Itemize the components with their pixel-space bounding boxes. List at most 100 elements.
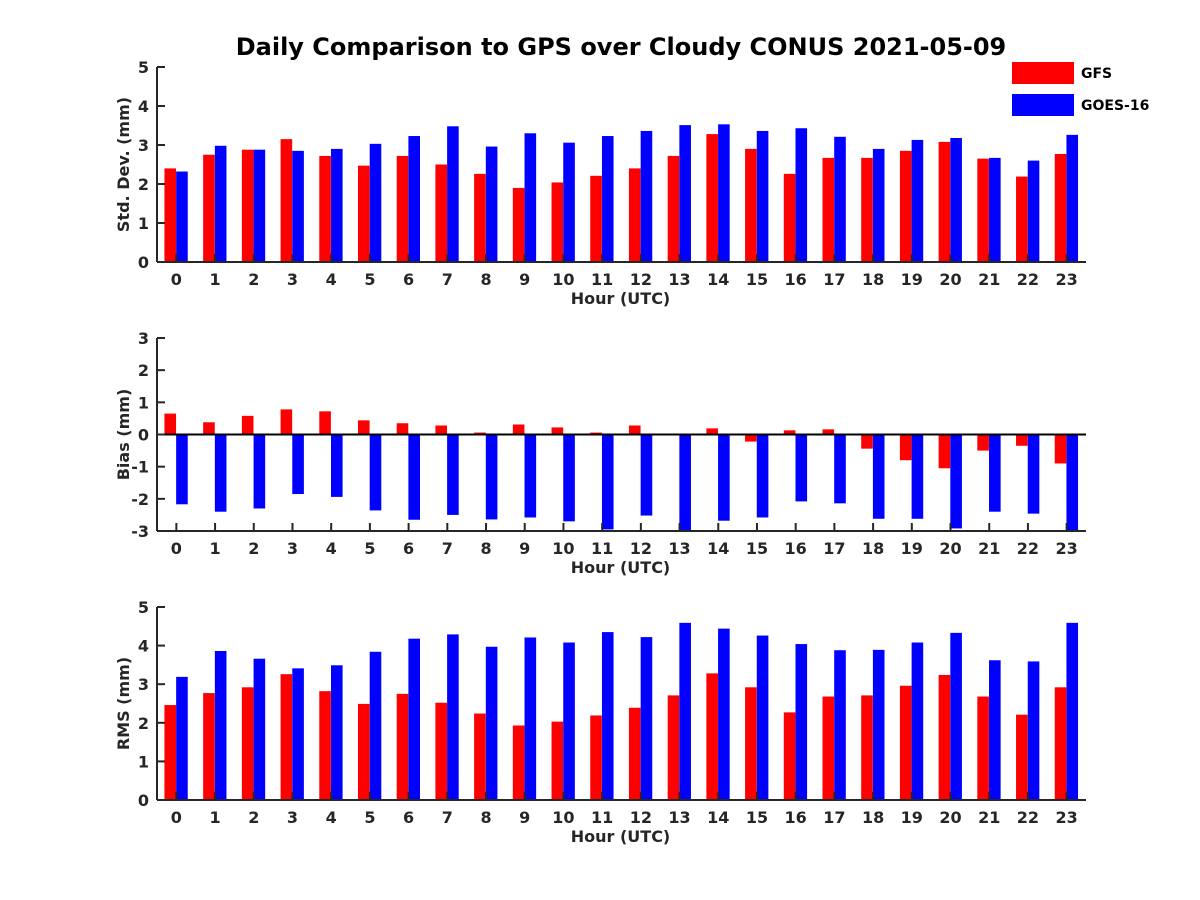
std-dev-mm-bar-gfs-20 bbox=[938, 141, 951, 262]
rms-mm-bar-gfs-18 bbox=[861, 695, 873, 800]
x-tick-label: 14 bbox=[707, 270, 729, 289]
std-dev-mm-bar-goes16-1 bbox=[214, 145, 227, 262]
x-tick-label: 10 bbox=[552, 539, 574, 558]
y-tick-label: -2 bbox=[131, 490, 149, 509]
rms-mm-bar-gfs-17 bbox=[822, 696, 835, 800]
std-dev-mm-bar-goes16-7 bbox=[447, 126, 459, 262]
rms-mm-bar-gfs-20 bbox=[938, 674, 951, 800]
std-dev-mm-bar-goes16-14 bbox=[718, 124, 730, 262]
bias-mm-bar-goes16-0 bbox=[176, 434, 188, 505]
rms-mm-bar-goes16-23 bbox=[1066, 622, 1079, 800]
x-tick-label: 2 bbox=[248, 539, 259, 558]
bias-mm-bar-goes16-1 bbox=[214, 434, 227, 512]
x-tick-label: 0 bbox=[171, 539, 182, 558]
y-tick-label: 5 bbox=[138, 58, 149, 77]
bias-mm-bar-goes16-11 bbox=[601, 434, 614, 530]
bias-mm-bar-goes16-23 bbox=[1066, 434, 1079, 531]
x-tick-label: 16 bbox=[785, 808, 807, 827]
y-axis-label: Bias (mm) bbox=[114, 389, 133, 481]
x-tick-label: 8 bbox=[480, 270, 491, 289]
x-tick-label: 10 bbox=[552, 808, 574, 827]
bias-mm-bar-goes16-18 bbox=[872, 434, 885, 519]
std-dev-mm-bar-gfs-6 bbox=[396, 155, 409, 262]
rms-mm-bar-goes16-6 bbox=[408, 638, 420, 800]
legend-label-gfs: GFS bbox=[1081, 66, 1112, 82]
std-dev-mm-bar-gfs-5 bbox=[358, 165, 370, 262]
legend-swatch-goes16 bbox=[1012, 94, 1074, 116]
std-dev-mm-bar-goes16-5 bbox=[369, 143, 382, 262]
bias-mm-bar-goes16-16 bbox=[795, 434, 808, 502]
x-tick-label: 18 bbox=[862, 808, 884, 827]
x-tick-label: 4 bbox=[326, 539, 337, 558]
y-axis-label: Std. Dev. (mm) bbox=[114, 97, 133, 232]
x-tick-label: 14 bbox=[707, 539, 729, 558]
rms-mm-bar-goes16-3 bbox=[292, 668, 304, 800]
x-tick-label: 6 bbox=[403, 539, 414, 558]
std-dev-mm-bar-goes16-6 bbox=[408, 136, 420, 262]
y-tick-label: 2 bbox=[138, 714, 149, 733]
x-tick-label: 10 bbox=[552, 270, 574, 289]
x-tick-label: 13 bbox=[668, 539, 690, 558]
x-tick-label: 7 bbox=[442, 270, 453, 289]
bias-mm-bar-goes16-6 bbox=[408, 434, 420, 520]
bias-mm-bar-goes16-17 bbox=[834, 434, 846, 504]
rms-mm-bar-gfs-3 bbox=[280, 674, 293, 800]
bias-mm-bar-goes16-15 bbox=[756, 434, 769, 518]
y-tick-label: 1 bbox=[138, 393, 149, 412]
y-tick-label: 1 bbox=[138, 752, 149, 771]
y-tick-label: 2 bbox=[138, 175, 149, 194]
bias-mm-bar-gfs-15 bbox=[745, 434, 757, 442]
bias-mm-bar-goes16-22 bbox=[1027, 434, 1040, 514]
bias-mm-bar-goes16-8 bbox=[485, 434, 498, 520]
bias-mm-bar-gfs-5 bbox=[358, 420, 370, 435]
bias-mm-bar-goes16-3 bbox=[292, 434, 304, 495]
rms-mm-bar-goes16-10 bbox=[563, 642, 575, 800]
std-dev-mm-bar-gfs-18 bbox=[861, 157, 873, 262]
bias-mm-bar-goes16-14 bbox=[718, 434, 730, 521]
std-dev-mm-bar-goes16-15 bbox=[756, 130, 769, 262]
x-tick-label: 11 bbox=[591, 808, 613, 827]
rms-mm-bar-gfs-14 bbox=[706, 673, 718, 800]
bias-mm-bar-gfs-4 bbox=[319, 411, 331, 435]
bias-mm-bar-goes16-12 bbox=[640, 434, 653, 516]
x-tick-label: 15 bbox=[746, 808, 768, 827]
rms-mm-bar-goes16-8 bbox=[485, 646, 498, 800]
x-tick-label: 21 bbox=[978, 808, 1000, 827]
y-tick-label: -1 bbox=[131, 458, 149, 477]
x-tick-label: 17 bbox=[823, 270, 845, 289]
bias-mm-bar-goes16-9 bbox=[524, 434, 537, 518]
rms-mm-bar-goes16-14 bbox=[718, 628, 730, 800]
legend: GFS GOES-16 bbox=[1012, 62, 1149, 116]
rms-mm-bar-gfs-22 bbox=[1016, 714, 1028, 800]
x-tick-label: 5 bbox=[364, 808, 375, 827]
rms-mm-bar-goes16-9 bbox=[524, 637, 537, 800]
x-axis-label: Hour (UTC) bbox=[571, 827, 671, 846]
rms-mm-bar-goes16-16 bbox=[795, 644, 808, 800]
rms-mm-bar-goes16-21 bbox=[989, 660, 1001, 800]
rms-mm-bar-goes16-17 bbox=[834, 650, 846, 800]
bias-mm-bar-gfs-9 bbox=[512, 424, 525, 435]
y-tick-label: 4 bbox=[138, 637, 149, 656]
rms-mm-bar-gfs-0 bbox=[164, 705, 177, 800]
x-tick-label: 22 bbox=[1017, 808, 1039, 827]
y-tick-label: 2 bbox=[138, 361, 149, 380]
y-tick-label: 3 bbox=[138, 329, 149, 348]
x-tick-label: 21 bbox=[978, 270, 1000, 289]
rms-mm-bar-goes16-19 bbox=[911, 642, 924, 800]
x-tick-label: 12 bbox=[630, 539, 652, 558]
std-dev-mm-bar-gfs-14 bbox=[706, 134, 718, 262]
std-dev-mm-bar-goes16-22 bbox=[1027, 160, 1040, 262]
x-tick-label: 3 bbox=[287, 539, 298, 558]
bias-mm-bar-gfs-10 bbox=[551, 427, 564, 435]
rms-mm-bar-goes16-20 bbox=[950, 632, 962, 800]
x-tick-label: 13 bbox=[668, 270, 690, 289]
x-tick-label: 18 bbox=[862, 539, 884, 558]
bias-mm-bar-gfs-14 bbox=[706, 428, 718, 435]
x-tick-label: 17 bbox=[823, 539, 845, 558]
rms-mm-bar-gfs-19 bbox=[899, 685, 912, 800]
std-dev-mm-bar-goes16-12 bbox=[640, 130, 653, 262]
rms-mm-bar-gfs-7 bbox=[435, 702, 448, 800]
std-dev-mm-bar-gfs-19 bbox=[899, 150, 912, 262]
x-tick-label: 9 bbox=[519, 808, 530, 827]
x-tick-label: 20 bbox=[939, 539, 961, 558]
